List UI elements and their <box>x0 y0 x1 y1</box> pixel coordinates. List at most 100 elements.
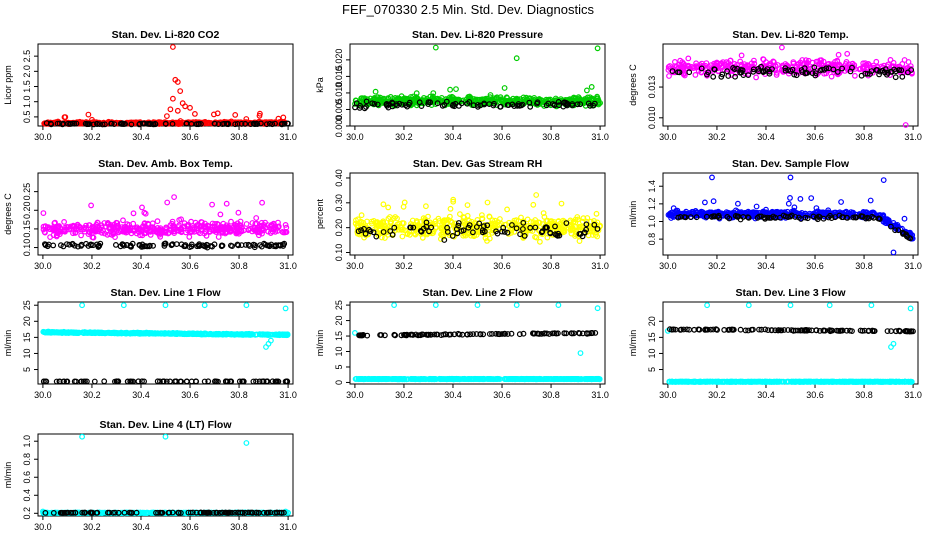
data-point-black <box>451 103 458 110</box>
data-point-cyan <box>239 331 246 338</box>
data-point-black <box>745 214 752 221</box>
data-point-magenta <box>163 224 170 231</box>
data-point-cyan <box>272 331 279 338</box>
data-point-black <box>281 120 288 127</box>
data-point-red <box>232 111 239 118</box>
data-point-black <box>42 242 49 248</box>
data-point-black <box>147 121 154 127</box>
data-point-yellow <box>377 222 384 229</box>
data-point-blue <box>901 215 908 222</box>
data-point-black <box>99 121 106 128</box>
data-point-blue <box>753 203 760 210</box>
data-point-black <box>583 221 590 228</box>
data-point-magenta <box>141 209 148 216</box>
data-point-black <box>128 121 135 128</box>
data-point-black <box>877 68 883 75</box>
data-point-yellow <box>558 226 565 233</box>
y-tick-label: 1.4 <box>647 180 657 193</box>
data-point-cyan <box>243 302 250 309</box>
data-point-black <box>167 378 173 385</box>
data-point-black <box>758 63 764 70</box>
data-point-magenta <box>283 229 290 236</box>
data-point-magenta <box>133 225 140 232</box>
data-point-magenta <box>46 226 53 233</box>
y-tick-label: 2.5 <box>22 50 32 63</box>
data-point-magenta <box>818 57 825 64</box>
data-point-black <box>532 224 539 231</box>
y-tick-label: 5 <box>334 364 344 369</box>
data-point-black <box>903 233 910 240</box>
data-point-yellow <box>533 192 540 198</box>
data-point-black <box>42 241 48 248</box>
data-point-black <box>511 103 518 109</box>
x-tick-label: 30.4 <box>132 390 150 400</box>
data-point-black <box>78 241 85 248</box>
data-point-black <box>444 228 451 235</box>
panel-title: Stan. Dev. Li-820 CO2 <box>112 29 220 41</box>
data-point-black <box>804 215 811 222</box>
data-point-magenta <box>681 72 688 79</box>
data-point-black <box>569 101 576 107</box>
y-axis-label: ml/min <box>628 330 638 357</box>
data-point-cyan <box>91 329 98 336</box>
data-point-black <box>849 64 855 71</box>
data-point-yellow <box>412 231 419 238</box>
panel-title: Stan. Dev. Sample Flow <box>732 158 850 170</box>
data-point-black <box>235 242 242 249</box>
y-tick-label: 0.000 <box>334 115 344 138</box>
data-point-black <box>493 228 500 235</box>
data-point-black <box>441 237 448 243</box>
data-point-black <box>173 241 180 248</box>
data-point-green <box>588 83 595 90</box>
data-point-cyan <box>102 330 109 337</box>
data-point-magenta <box>186 233 193 240</box>
data-point-yellow <box>399 233 406 240</box>
data-point-black <box>370 229 377 236</box>
data-point-magenta <box>257 223 264 230</box>
data-point-magenta <box>184 223 191 230</box>
data-point-magenta <box>86 222 92 229</box>
data-point-black <box>387 228 394 235</box>
data-point-magenta <box>164 199 171 206</box>
data-point-black <box>43 120 50 126</box>
data-point-black <box>796 214 802 221</box>
data-point-magenta <box>282 221 289 228</box>
data-point-magenta <box>191 228 198 235</box>
data-point-magenta <box>223 222 230 229</box>
data-point-green <box>450 96 456 103</box>
y-tick-label: 0.010 <box>334 82 344 105</box>
y-tick-label: 0.20 <box>334 219 344 237</box>
data-point-green <box>353 97 360 104</box>
data-point-black <box>905 69 911 76</box>
data-point-black <box>552 223 558 230</box>
panel-4: Stan. Dev. Amb. Box Temp.degrees C30.0 30… <box>3 158 297 271</box>
data-point-green <box>432 44 439 51</box>
data-point-black <box>263 121 270 128</box>
data-point-black <box>555 230 562 237</box>
x-tick-label: 30.0 <box>34 261 52 271</box>
y-tick-label: 0.005 <box>334 98 344 121</box>
data-point-blue <box>760 208 767 215</box>
y-tick-label: 20 <box>647 316 657 326</box>
data-point-black <box>882 66 889 73</box>
data-point-black <box>54 120 61 127</box>
data-point-black <box>895 227 902 234</box>
data-point-black <box>766 70 773 77</box>
data-point-magenta <box>237 218 244 225</box>
data-point-black <box>238 120 245 127</box>
data-point-magenta <box>844 50 851 57</box>
data-point-cyan <box>158 330 165 337</box>
data-point-green <box>435 96 442 103</box>
data-point-magenta <box>262 219 269 226</box>
x-tick-label: 31.0 <box>279 261 297 271</box>
x-tick-label: 30.2 <box>708 132 726 142</box>
plot-frame <box>662 172 919 256</box>
data-point-red <box>85 111 92 118</box>
data-point-black <box>247 121 254 127</box>
data-point-green <box>465 97 472 104</box>
y-tick-label: 0 <box>334 380 344 385</box>
data-point-magenta <box>228 228 234 235</box>
data-point-black <box>423 223 430 230</box>
data-point-yellow <box>382 235 388 241</box>
data-point-magenta <box>865 61 872 67</box>
